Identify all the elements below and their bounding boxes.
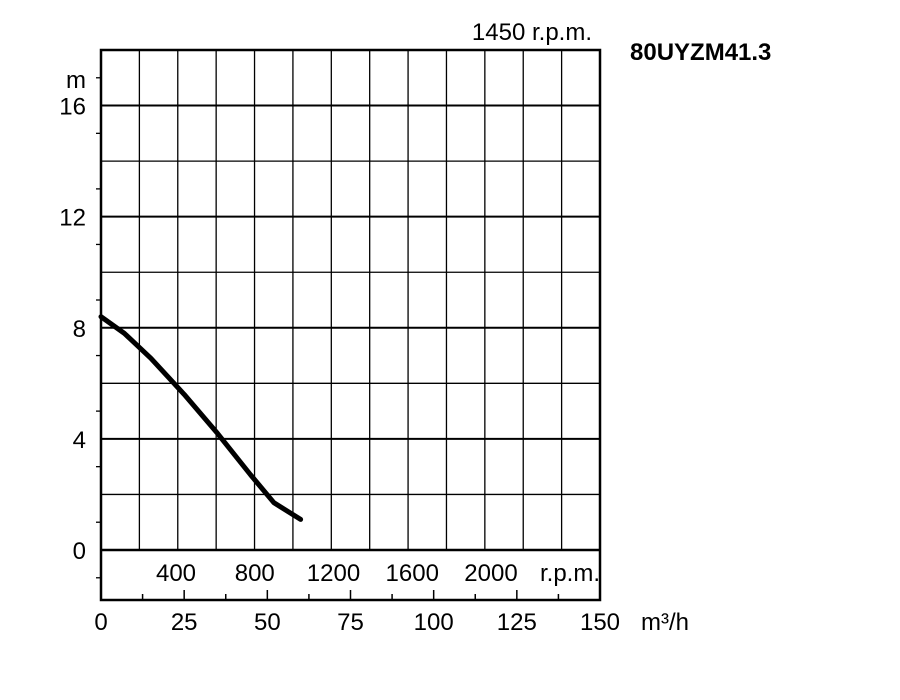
x-tick-label: 100 bbox=[414, 609, 454, 636]
x-axis-unit: m³/h bbox=[641, 609, 689, 636]
grid bbox=[96, 50, 600, 600]
secondary-scale-unit: r.p.m. bbox=[540, 560, 600, 587]
curves bbox=[98, 314, 304, 522]
model-name: 80UYZM41.3 bbox=[630, 39, 771, 66]
secondary-scale-label: 400 bbox=[156, 560, 196, 587]
y-tick-label: 0 bbox=[73, 538, 86, 565]
x-tick-label: 0 bbox=[94, 609, 107, 636]
y-tick-label: 4 bbox=[73, 427, 86, 454]
x-tick-label: 50 bbox=[254, 609, 281, 636]
secondary-scale-label: 1200 bbox=[307, 560, 360, 587]
x-tick-label: 125 bbox=[497, 609, 537, 636]
x-tick-label: 25 bbox=[171, 609, 198, 636]
y-axis-unit: m bbox=[66, 67, 86, 94]
secondary-scale-label: 800 bbox=[235, 560, 275, 587]
speed-label: 1450 r.p.m. bbox=[472, 19, 592, 46]
plot-frame bbox=[99, 48, 602, 602]
secondary-scale-label: 1600 bbox=[386, 560, 439, 587]
y-tick-labels: 0 4 8 12 16 bbox=[59, 94, 86, 565]
head-flow-curve bbox=[98, 314, 304, 522]
y-tick-label: 16 bbox=[59, 94, 86, 121]
x-tick-label: 75 bbox=[337, 609, 364, 636]
secondary-scale-labels: 400 800 1200 1600 2000 bbox=[156, 560, 518, 587]
y-tick-label: 12 bbox=[59, 205, 86, 232]
x-tick-labels: 0 25 50 75 100 125 150 bbox=[94, 609, 620, 636]
x-tick-label: 150 bbox=[580, 609, 620, 636]
y-tick-label: 8 bbox=[73, 316, 86, 343]
secondary-scale-label: 2000 bbox=[464, 560, 517, 587]
